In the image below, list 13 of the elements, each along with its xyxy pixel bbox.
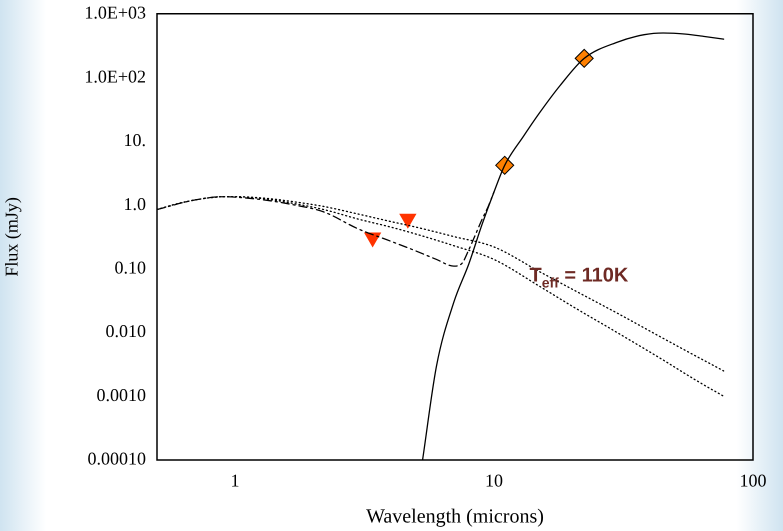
y-tick-label: 0.10 — [114, 258, 146, 278]
y-tick-label: 1.0 — [124, 194, 146, 214]
y-tick-label: 0.0010 — [96, 384, 146, 405]
x-tick-label: 10 — [484, 470, 503, 491]
y-tick-label: 1.0E+02 — [84, 66, 146, 86]
x-tick-label: 100 — [740, 470, 766, 491]
y-tick-label: 1.0E+03 — [84, 2, 146, 23]
y-tick-label: 0.010 — [106, 321, 146, 342]
x-axis-title: Wavelength (microns) — [366, 505, 544, 528]
x-tick-label: 1 — [230, 470, 240, 491]
y-axis-title: Flux (mJy) — [2, 197, 22, 277]
y-tick-label: 0.00010 — [88, 448, 146, 469]
y-tick-label: 10. — [124, 130, 146, 150]
